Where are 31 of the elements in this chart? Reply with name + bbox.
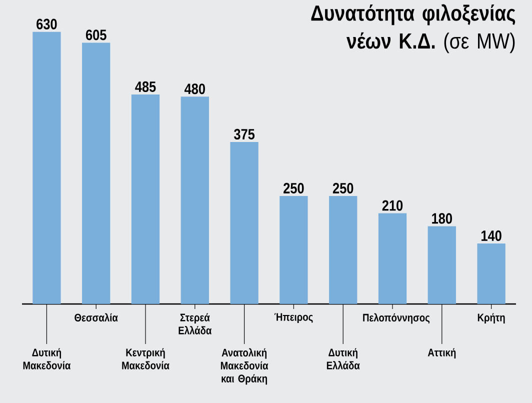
x-tick-label: Ήπειρος: [274, 313, 313, 324]
x-tick-label: Δυτική Μακεδονία: [23, 348, 71, 370]
data-label: 630: [36, 18, 57, 30]
x-tick-label: Ανατολική Μακεδονία και Θράκη: [220, 348, 268, 385]
chart-title: Δυνατότητα φιλοξενίας νέων Κ.Δ. (σε MW): [311, 4, 516, 54]
x-tick-label: Αττική: [428, 348, 456, 359]
x-tick-label: Θεσσαλία: [74, 313, 118, 322]
bar: [280, 196, 308, 304]
data-label: 210: [382, 200, 403, 211]
bar: [477, 244, 506, 304]
data-label: 140: [482, 230, 502, 242]
bar: [131, 94, 160, 304]
bar: [82, 42, 110, 304]
bar: [428, 226, 456, 304]
data-label: 180: [432, 213, 452, 224]
data-label: 485: [135, 81, 156, 92]
data-label: 605: [86, 30, 106, 40]
data-label: 375: [234, 128, 255, 140]
bar: [32, 32, 61, 304]
x-tick-label: Κρήτη: [478, 313, 505, 324]
bar: [230, 142, 258, 304]
data-label: 250: [284, 182, 304, 194]
x-tick-label: Κεντρική Μακεδονία: [122, 348, 170, 370]
data-label: 250: [332, 182, 354, 194]
x-tick-label: Δυτική Ελλάδα: [326, 348, 360, 370]
bar: [180, 96, 209, 304]
x-tick-label: Πελοπόννησος: [363, 313, 430, 324]
bar: [378, 213, 407, 304]
data-label: 480: [184, 84, 205, 94]
x-tick-label: Στερεά Ελλάδα: [178, 313, 212, 334]
bar: [329, 196, 358, 304]
